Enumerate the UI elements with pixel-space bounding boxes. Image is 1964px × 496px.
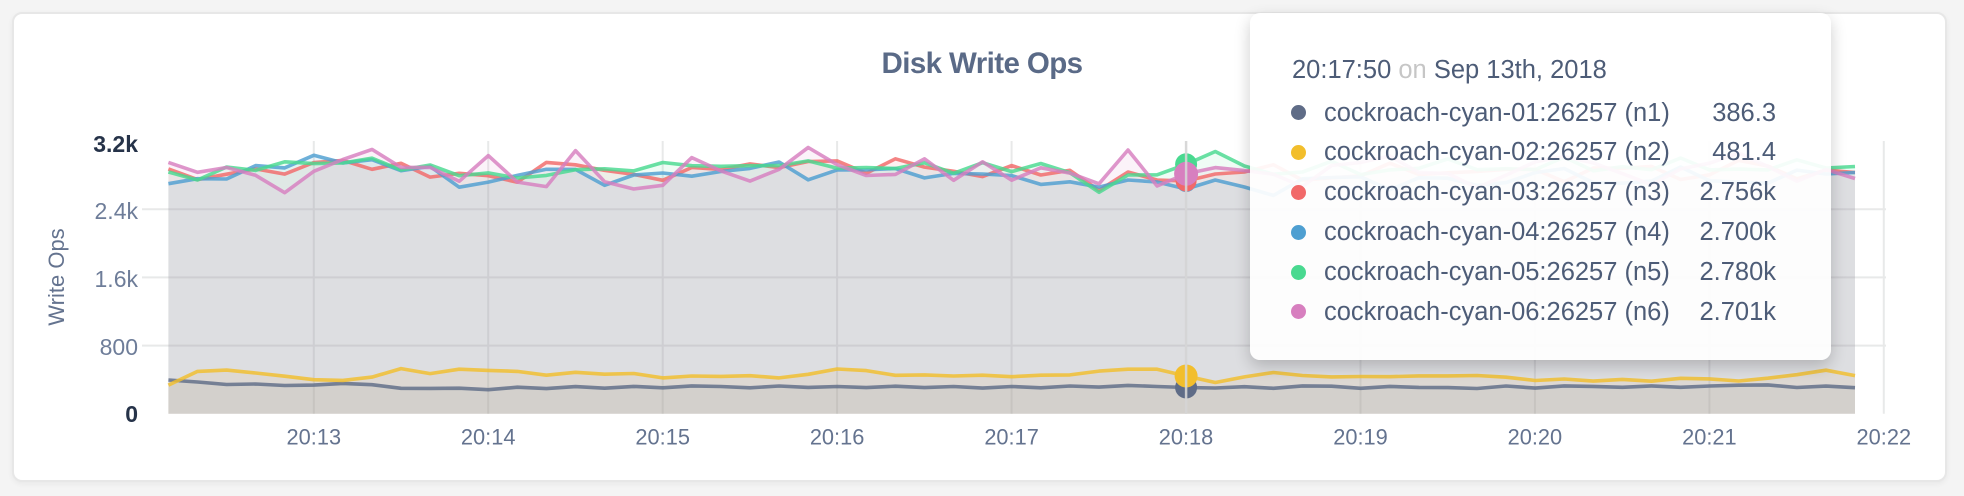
svg-text:0: 0 [125, 401, 138, 427]
svg-text:20:16: 20:16 [810, 425, 865, 450]
svg-text:20:22: 20:22 [1857, 425, 1912, 450]
svg-text:20:14: 20:14 [461, 425, 516, 450]
svg-text:Write Ops: Write Ops [44, 228, 69, 325]
svg-text:20:13: 20:13 [287, 425, 342, 450]
svg-text:20:18: 20:18 [1159, 425, 1214, 450]
svg-text:800: 800 [100, 334, 138, 360]
svg-text:20:15: 20:15 [635, 425, 690, 450]
svg-text:20:21: 20:21 [1682, 425, 1737, 450]
svg-text:20:20: 20:20 [1508, 425, 1563, 450]
svg-text:20:17: 20:17 [984, 425, 1039, 450]
svg-text:1.6k: 1.6k [95, 266, 139, 292]
svg-text:2.4k: 2.4k [95, 198, 139, 224]
svg-text:20:19: 20:19 [1333, 425, 1388, 450]
svg-text:3.2k: 3.2k [93, 131, 138, 157]
